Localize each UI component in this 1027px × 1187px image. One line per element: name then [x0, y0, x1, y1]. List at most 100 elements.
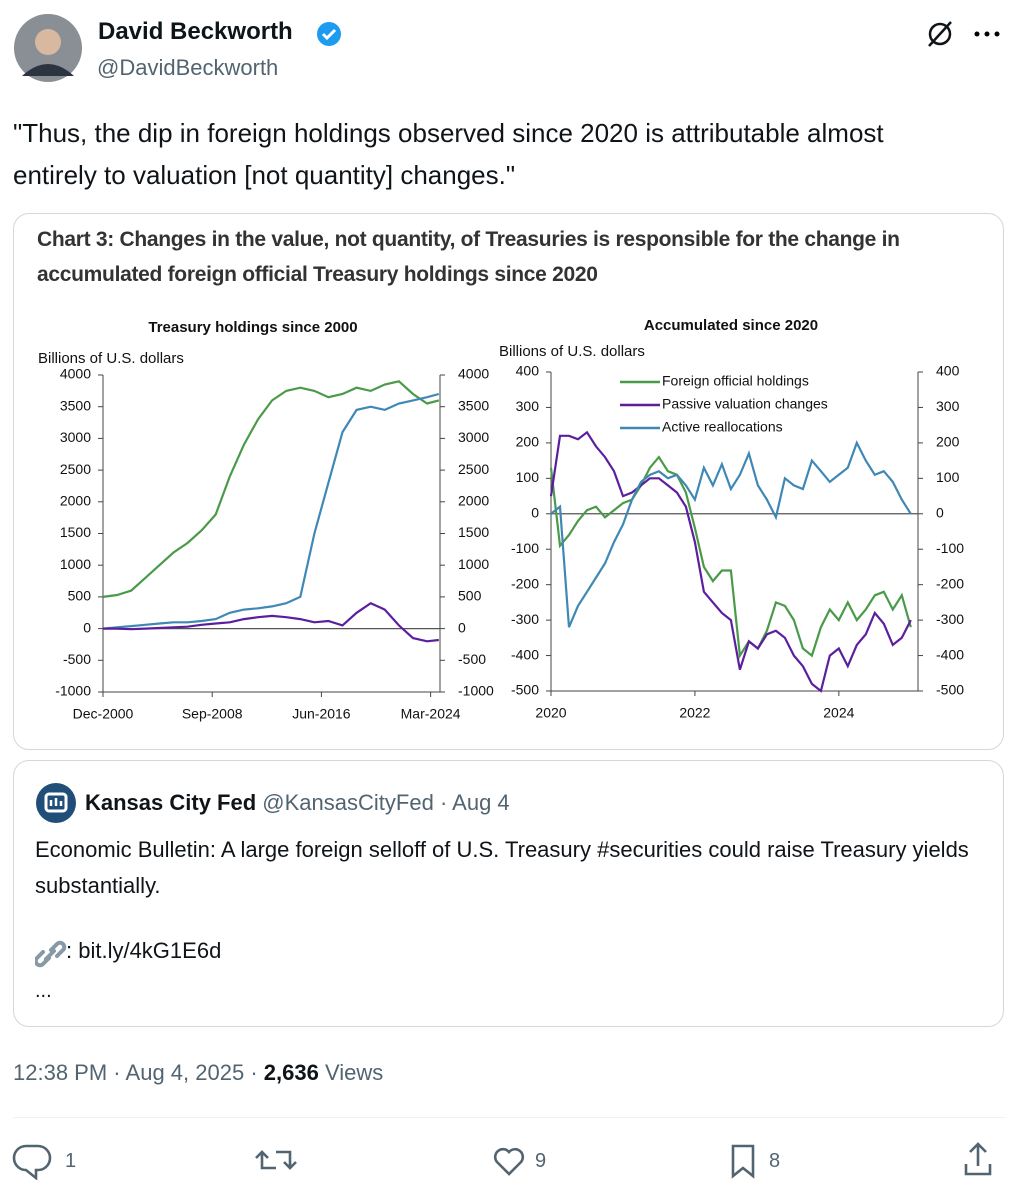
quote-date[interactable]: Aug 4 [452, 790, 510, 815]
y-tick-label: -400 [511, 646, 539, 662]
date[interactable]: Aug 4, 2025 [125, 1060, 245, 1085]
views-count: 2,636 [263, 1060, 319, 1085]
legend-label: Passive valuation changes [662, 396, 828, 412]
y-tick-label: -500 [511, 682, 539, 698]
y-tick-label: 3000 [60, 429, 91, 445]
quote-card[interactable] [13, 760, 1004, 1027]
y-tick-label: 200 [516, 434, 540, 450]
like-icon[interactable] [493, 1147, 525, 1176]
quote-avatar [36, 783, 76, 823]
x-tick-label: Jun-2016 [292, 706, 351, 722]
y2-tick-label: 200 [936, 434, 960, 450]
y2-tick-label: 2500 [458, 461, 489, 477]
y-tick-label: 300 [516, 398, 540, 414]
footer: 12:38 PM · Aug 4, 2025 · 2,636 Views [13, 1060, 383, 1086]
quote-header: Kansas City Fed @KansasCityFed · Aug 4 [85, 790, 510, 816]
y2-tick-label: -500 [936, 682, 964, 698]
y2-tick-label: 3000 [458, 429, 489, 445]
y-axis-label: Billions of U.S. dollars [499, 343, 645, 360]
series-line [550, 440, 912, 628]
like-count: 9 [535, 1150, 547, 1172]
bookmark-icon[interactable] [731, 1144, 755, 1179]
y2-tick-label: -300 [936, 611, 964, 627]
link-icon [35, 940, 67, 968]
y-tick-label: 2500 [60, 461, 91, 477]
y-tick-label: 0 [531, 504, 539, 520]
y-tick-label: -200 [511, 575, 539, 591]
y2-tick-label: 2000 [458, 493, 489, 509]
x-tick-label: Mar-2024 [401, 706, 461, 722]
y-axis-label: Billions of U.S. dollars [38, 350, 184, 367]
y-tick-label: 1500 [60, 524, 91, 540]
separator: · [439, 790, 448, 815]
y2-tick-label: 400 [936, 363, 960, 379]
top-icons[interactable] [925, 20, 1010, 48]
series-line [549, 455, 912, 659]
share-icon[interactable] [964, 1142, 992, 1176]
series-line [103, 601, 439, 643]
x-tick-label: Sep-2008 [182, 706, 243, 722]
y-tick-label: 500 [68, 588, 92, 604]
chart-title: Chart 3: Changes in the value, not quant… [37, 228, 900, 286]
quote-text: Economic Bulletin: A large foreign sello… [35, 837, 969, 898]
y-tick-label: -100 [511, 540, 539, 556]
y2-tick-label: -100 [936, 540, 964, 556]
x-tick-label: 2022 [679, 705, 710, 721]
separator: · [113, 1060, 121, 1085]
separator: · [250, 1060, 258, 1085]
y-tick-label: 2000 [60, 493, 91, 509]
panel-title: Treasury holdings since 2000 [148, 319, 357, 336]
y-tick-label: -1000 [55, 683, 91, 699]
y2-tick-label: -400 [936, 646, 964, 662]
chart-card[interactable] [13, 213, 1004, 750]
panel-title: Accumulated since 2020 [644, 317, 818, 334]
action-icons [12, 1142, 992, 1180]
y-tick-label: 3500 [60, 397, 91, 413]
chart: Treasury holdings since 2000 Billions of … [38, 317, 964, 722]
y-tick-label: 1000 [60, 556, 91, 572]
bookmark-count: 8 [769, 1150, 781, 1172]
reply-icon[interactable] [12, 1144, 52, 1180]
y2-tick-label: 100 [936, 469, 960, 485]
tweet-text: "Thus, the dip in foreign holdings obser… [13, 118, 884, 190]
series-line [549, 430, 912, 693]
y2-tick-label: 300 [936, 398, 960, 414]
y2-tick-label: 1500 [458, 524, 489, 540]
x-tick-label: Dec-2000 [73, 706, 134, 722]
verified-badge [317, 22, 341, 46]
y2-tick-label: 4000 [458, 366, 489, 382]
series-line [102, 380, 440, 598]
y2-tick-label: -200 [936, 575, 964, 591]
y2-tick-label: 3500 [458, 397, 489, 413]
y2-tick-label: 1000 [458, 556, 489, 572]
y2-tick-label: -500 [458, 651, 486, 667]
y-tick-label: -300 [511, 611, 539, 627]
y2-tick-label: 500 [458, 588, 482, 604]
y-tick-label: 4000 [60, 366, 91, 382]
series-line [102, 392, 440, 630]
divider [13, 1117, 1006, 1118]
y-tick-label: 100 [516, 469, 540, 485]
y2-tick-label: -1000 [458, 683, 494, 699]
retweet-icon[interactable] [255, 1150, 297, 1170]
author-handle[interactable]: @DavidBeckworth [97, 55, 279, 80]
time[interactable]: 12:38 PM [13, 1060, 108, 1085]
quote-link[interactable]: : bit.ly/4kG1E6d [66, 938, 222, 963]
reply-count: 1 [65, 1150, 77, 1172]
x-tick-label: 2020 [535, 705, 566, 721]
y2-tick-label: 0 [936, 504, 944, 520]
y2-tick-label: 0 [458, 619, 466, 635]
author-name[interactable]: David Beckworth [98, 18, 293, 45]
legend-label: Active reallocations [662, 419, 783, 435]
x-tick-label: 2024 [823, 705, 854, 721]
legend-label: Foreign official holdings [662, 373, 809, 389]
y-tick-label: 400 [516, 363, 540, 379]
views-label: Views [324, 1060, 384, 1085]
y-tick-label: -500 [63, 651, 91, 667]
quote-name[interactable]: Kansas City Fed [85, 790, 257, 815]
quote-more: ... [35, 980, 52, 1002]
avatar[interactable] [14, 14, 84, 84]
y-tick-label: 0 [83, 619, 91, 635]
quote-handle[interactable]: @KansasCityFed [262, 790, 434, 815]
